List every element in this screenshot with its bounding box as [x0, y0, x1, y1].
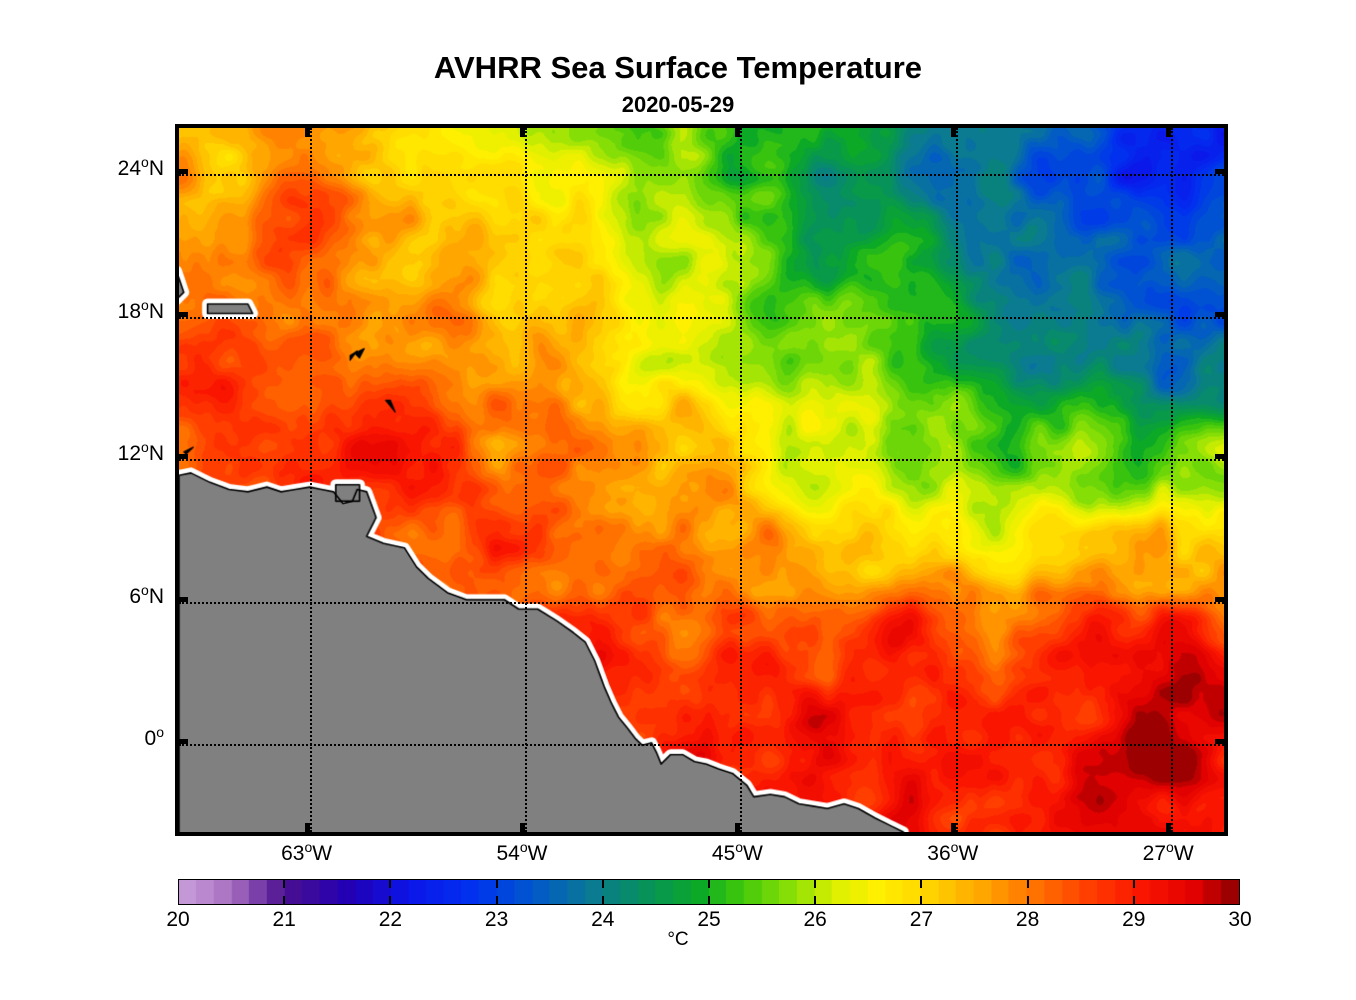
colorbar-tick: [920, 896, 923, 905]
lat-tick: [1215, 169, 1228, 175]
lat-tick: [175, 596, 188, 602]
lat-axis-label: 6oN: [129, 581, 164, 608]
colorbar-tick: [495, 896, 498, 905]
lat-tick: [1215, 596, 1228, 602]
colorbar-unit-label: °C: [667, 929, 689, 950]
lat-axis-label: 12oN: [117, 439, 164, 466]
colorbar-tick: [389, 896, 392, 905]
lat-tick: [1215, 454, 1228, 460]
colorbar-tick-label: 23: [484, 908, 509, 931]
colorbar-tick: [1026, 896, 1029, 905]
colorbar-tick: [708, 879, 710, 888]
colorbar-tick: [283, 879, 286, 888]
colorbar-tick: [1132, 879, 1135, 888]
colorbar-tick: [920, 879, 923, 888]
map-date-subtitle: 2020-05-29: [621, 92, 735, 117]
colorbar-tick-label: 25: [697, 908, 721, 931]
lat-tick: [1215, 311, 1228, 317]
lon-tick: [950, 823, 956, 836]
lon-tick: [735, 823, 741, 836]
colorbar-tick-label: 28: [1015, 908, 1040, 931]
lon-tick: [735, 124, 741, 137]
lon-tick: [950, 124, 956, 137]
colorbar-tick-label: 27: [909, 908, 934, 931]
lat-axis-label: 24oN: [117, 154, 164, 181]
lon-tick: [520, 124, 525, 137]
colorbar-tick-label: 24: [591, 908, 615, 931]
sst-map-panel[interactable]: [175, 124, 1228, 836]
lon-tick: [304, 823, 310, 836]
lat-tick: [175, 739, 188, 745]
colorbar-tick: [708, 896, 710, 905]
page-title: AVHRR Sea Surface Temperature: [433, 50, 923, 85]
map-canvas-stack: [179, 128, 1224, 832]
colorbar-tick: [389, 879, 392, 888]
lat-tick: [175, 169, 188, 175]
colorbar-tick: [1132, 896, 1135, 905]
lat-axis-label: 18oN: [117, 296, 164, 323]
colorbar-tick-label: 21: [272, 908, 296, 931]
colorbar-tick: [601, 896, 604, 905]
lon-tick: [520, 823, 525, 836]
lon-tick: [304, 124, 310, 137]
colorbar-tick-label: 29: [1122, 908, 1146, 931]
land-mask-layer: [179, 128, 1224, 832]
lon-axis-label: 27oW: [1142, 839, 1194, 865]
lon-tick: [1166, 823, 1172, 836]
colorbar-tick: [814, 896, 817, 905]
lon-tick: [1166, 124, 1172, 137]
lon-axis-label: 36oW: [927, 839, 979, 865]
lon-axis-label: 45oW: [711, 839, 763, 865]
lat-tick: [175, 311, 188, 317]
colorbar-tick-label: 26: [803, 908, 827, 931]
colorbar-tick-label: 30: [1228, 908, 1252, 931]
colorbar-tick: [814, 879, 817, 888]
lon-axis-label: 63oW: [281, 839, 333, 865]
lat-tick: [175, 454, 188, 460]
colorbar-tick: [495, 879, 498, 888]
colorbar-tick-label: 22: [378, 908, 403, 931]
colorbar-tick: [601, 879, 604, 888]
lat-axis-label: 0o: [144, 724, 164, 751]
lon-axis-label: 54oW: [496, 839, 548, 865]
colorbar-tick-label: 20: [166, 908, 190, 931]
colorbar-tick: [1026, 879, 1029, 888]
colorbar-tick: [283, 896, 286, 905]
lat-tick: [1215, 739, 1228, 745]
